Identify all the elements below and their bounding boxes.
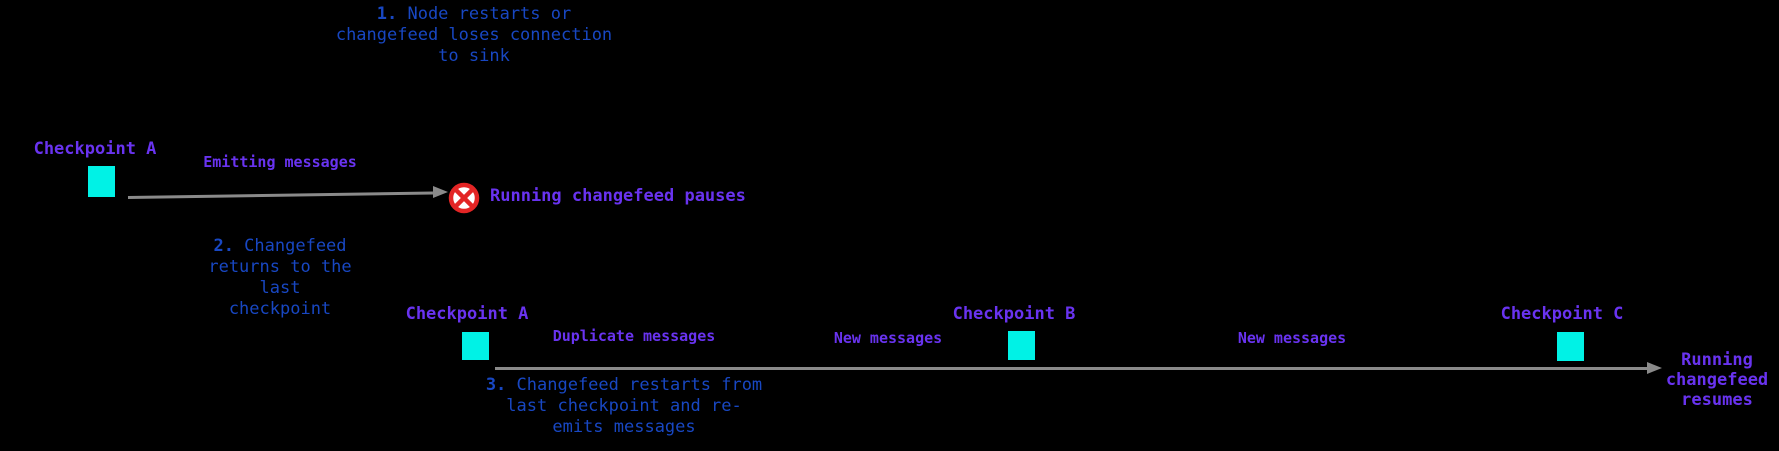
emitting-messages-label: Emitting messages [203, 153, 357, 171]
note-step3-text: Changefeed restarts from last checkpoint… [506, 375, 763, 437]
checkpoint-b-label: Checkpoint B [952, 304, 1076, 324]
note-step2: 2. Changefeed returns to the last checkp… [180, 236, 380, 320]
running-changefeed-pauses-label: Running changefeed pauses [490, 186, 746, 206]
timeline-1-arrow-line [127, 191, 433, 199]
checkpoint-a-label-top: Checkpoint A [33, 139, 157, 159]
checkpoint-a-marker-bottom [462, 332, 489, 360]
checkpoint-b-marker [1008, 331, 1035, 360]
duplicate-messages-label: Duplicate messages [552, 327, 716, 345]
note-step2-number: 2. [213, 236, 234, 256]
timeline-2-arrow-line [495, 367, 1648, 370]
arrow-head-icon [433, 186, 448, 198]
note-step1-number: 1. [376, 4, 398, 24]
checkpoint-c-marker [1557, 332, 1584, 361]
arrow-head-icon [1647, 362, 1662, 374]
note-step1-text: Node restarts or changefeed loses connec… [335, 4, 613, 66]
note-step2-text: Changefeed returns to the last checkpoin… [208, 236, 352, 319]
new-messages-label-1: New messages [833, 329, 943, 347]
checkpoint-c-label: Checkpoint C [1500, 304, 1624, 324]
note-step3-number: 3. [485, 375, 507, 395]
error-x-circle-icon [448, 182, 480, 214]
new-messages-label-2: New messages [1237, 329, 1347, 347]
running-changefeed-resumes-label: Running changefeed resumes [1665, 350, 1769, 410]
note-step1: 1. Node restarts or changefeed loses con… [328, 4, 620, 67]
checkpoint-a-marker-top [88, 166, 115, 197]
note-step3: 3. Changefeed restarts from last checkpo… [474, 375, 774, 438]
checkpoint-a-label-bottom: Checkpoint A [405, 304, 529, 324]
